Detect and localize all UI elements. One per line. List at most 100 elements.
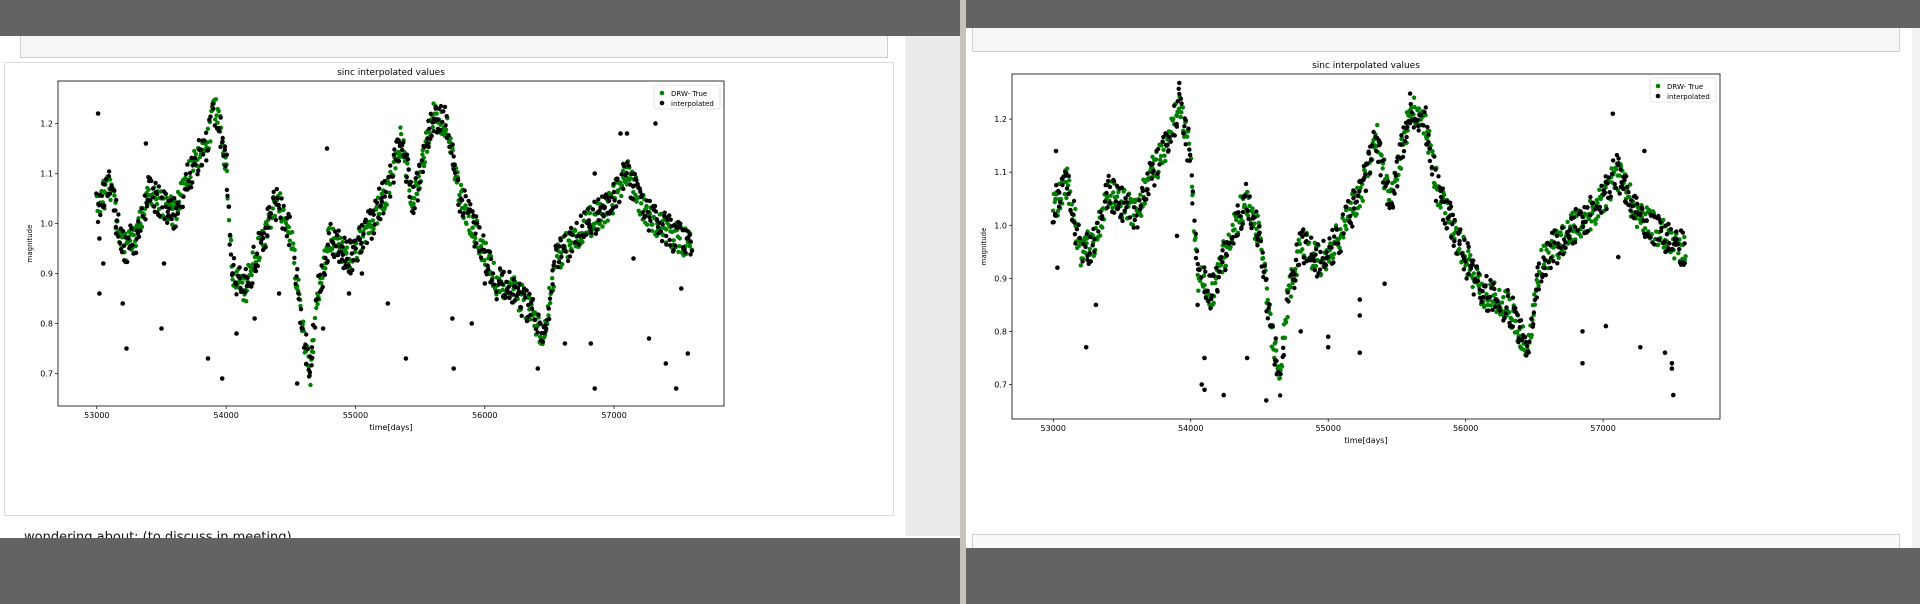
- interp-point: [1057, 190, 1062, 195]
- interp-point: [1316, 270, 1321, 276]
- interp-point: [405, 157, 411, 162]
- interp-point: [309, 363, 314, 368]
- interp-point: [1231, 241, 1236, 246]
- true-point: [412, 196, 417, 201]
- interp-point: [142, 193, 147, 198]
- true-point: [1468, 253, 1473, 258]
- interp-point: [1192, 218, 1197, 223]
- interp-point: [1106, 173, 1111, 179]
- true-point: [478, 243, 484, 249]
- interp-point: [1348, 220, 1353, 226]
- interp-point: [223, 164, 228, 169]
- x-tick-label: 55000: [1315, 424, 1340, 433]
- interp-point: [1457, 238, 1462, 244]
- true-point: [1466, 248, 1471, 254]
- scrollbar-track-right[interactable]: [1912, 28, 1920, 548]
- interp-point: [617, 199, 622, 204]
- scrollbar-track[interactable]: [905, 36, 960, 536]
- y-tick-label: 0.7: [994, 381, 1007, 390]
- interp-point: [1264, 309, 1269, 314]
- interp-point: [1151, 168, 1156, 174]
- interp-point: [1323, 262, 1329, 268]
- interp-point: [658, 229, 664, 234]
- true-point: [1595, 200, 1600, 206]
- interp-point: [103, 177, 109, 182]
- interp-point: [1290, 268, 1296, 274]
- interp-point: [1292, 285, 1297, 291]
- true-point: [483, 240, 489, 246]
- interp-point: [1580, 214, 1585, 219]
- interp-point: [1077, 235, 1083, 241]
- interp-point: [1588, 213, 1593, 218]
- true-point: [405, 161, 410, 166]
- interp-point: [1640, 206, 1645, 212]
- interp-point: [1444, 226, 1450, 231]
- interp-point: [165, 220, 170, 225]
- true-point: [420, 152, 425, 157]
- interp-outlier: [663, 361, 669, 366]
- interp-point: [569, 249, 575, 254]
- interp-point: [1083, 244, 1088, 250]
- interp-point: [1377, 141, 1383, 146]
- interp-outlier: [97, 236, 102, 241]
- interp-point: [1363, 188, 1369, 193]
- pane-divider[interactable]: [960, 0, 966, 604]
- interp-point: [1312, 258, 1317, 264]
- interp-point: [427, 126, 432, 131]
- interp-point: [1648, 235, 1653, 240]
- interp-point: [576, 233, 582, 239]
- interp-point: [1638, 211, 1643, 217]
- interp-point: [1160, 139, 1165, 144]
- interp-point: [1220, 260, 1225, 265]
- interp-point: [1357, 188, 1362, 194]
- interp-point: [452, 162, 457, 167]
- true-point: [1196, 288, 1201, 293]
- interp-point: [1539, 279, 1544, 284]
- true-point: [250, 262, 255, 267]
- interp-point: [320, 284, 325, 290]
- true-point: [1065, 166, 1070, 171]
- interp-point: [1224, 253, 1230, 258]
- right-notebook-pane[interactable]: sinc interpolated values 53000 54000 55000 5…: [966, 0, 1920, 604]
- interp-point: [129, 226, 134, 231]
- true-point: [1202, 282, 1207, 288]
- interp-point: [222, 144, 228, 149]
- interp-point: [1230, 234, 1235, 240]
- interp-point: [336, 228, 341, 233]
- interp-point: [528, 312, 533, 318]
- interp-point: [1503, 311, 1509, 316]
- interp-point: [1085, 257, 1090, 263]
- interp-point: [567, 254, 573, 259]
- interp-point: [1145, 187, 1150, 192]
- interp-point: [160, 205, 165, 210]
- true-point: [1171, 116, 1176, 121]
- chart-title: sinc interpolated values: [337, 68, 445, 78]
- interp-point: [1095, 220, 1100, 225]
- interp-point: [1197, 267, 1202, 273]
- interp-point: [1281, 353, 1286, 358]
- interp-point: [294, 274, 299, 279]
- interp-point: [1103, 182, 1108, 188]
- interp-point: [271, 195, 276, 201]
- interp-point: [1137, 198, 1142, 203]
- interp-point: [438, 103, 444, 109]
- interp-point: [255, 263, 260, 269]
- y-tick-label: 0.9: [40, 270, 53, 279]
- interp-point: [599, 194, 605, 199]
- left-notebook-pane[interactable]: sinc interpolated values 53000 54000 55000 5…: [0, 0, 960, 604]
- legend-marker: [659, 100, 665, 106]
- interp-point: [1068, 207, 1073, 213]
- true-point: [1556, 255, 1561, 260]
- interp-point: [1346, 198, 1351, 204]
- interp-point: [293, 281, 298, 286]
- true-point: [131, 232, 136, 238]
- interp-point: [605, 195, 610, 200]
- interp-point: [1338, 249, 1343, 254]
- interp-point: [227, 242, 232, 247]
- interp-point: [1667, 241, 1672, 246]
- interp-point: [474, 221, 480, 226]
- true-point: [1337, 245, 1342, 251]
- plot-frame: [57, 80, 725, 407]
- interp-point: [1371, 129, 1376, 135]
- interp-point: [1190, 189, 1195, 194]
